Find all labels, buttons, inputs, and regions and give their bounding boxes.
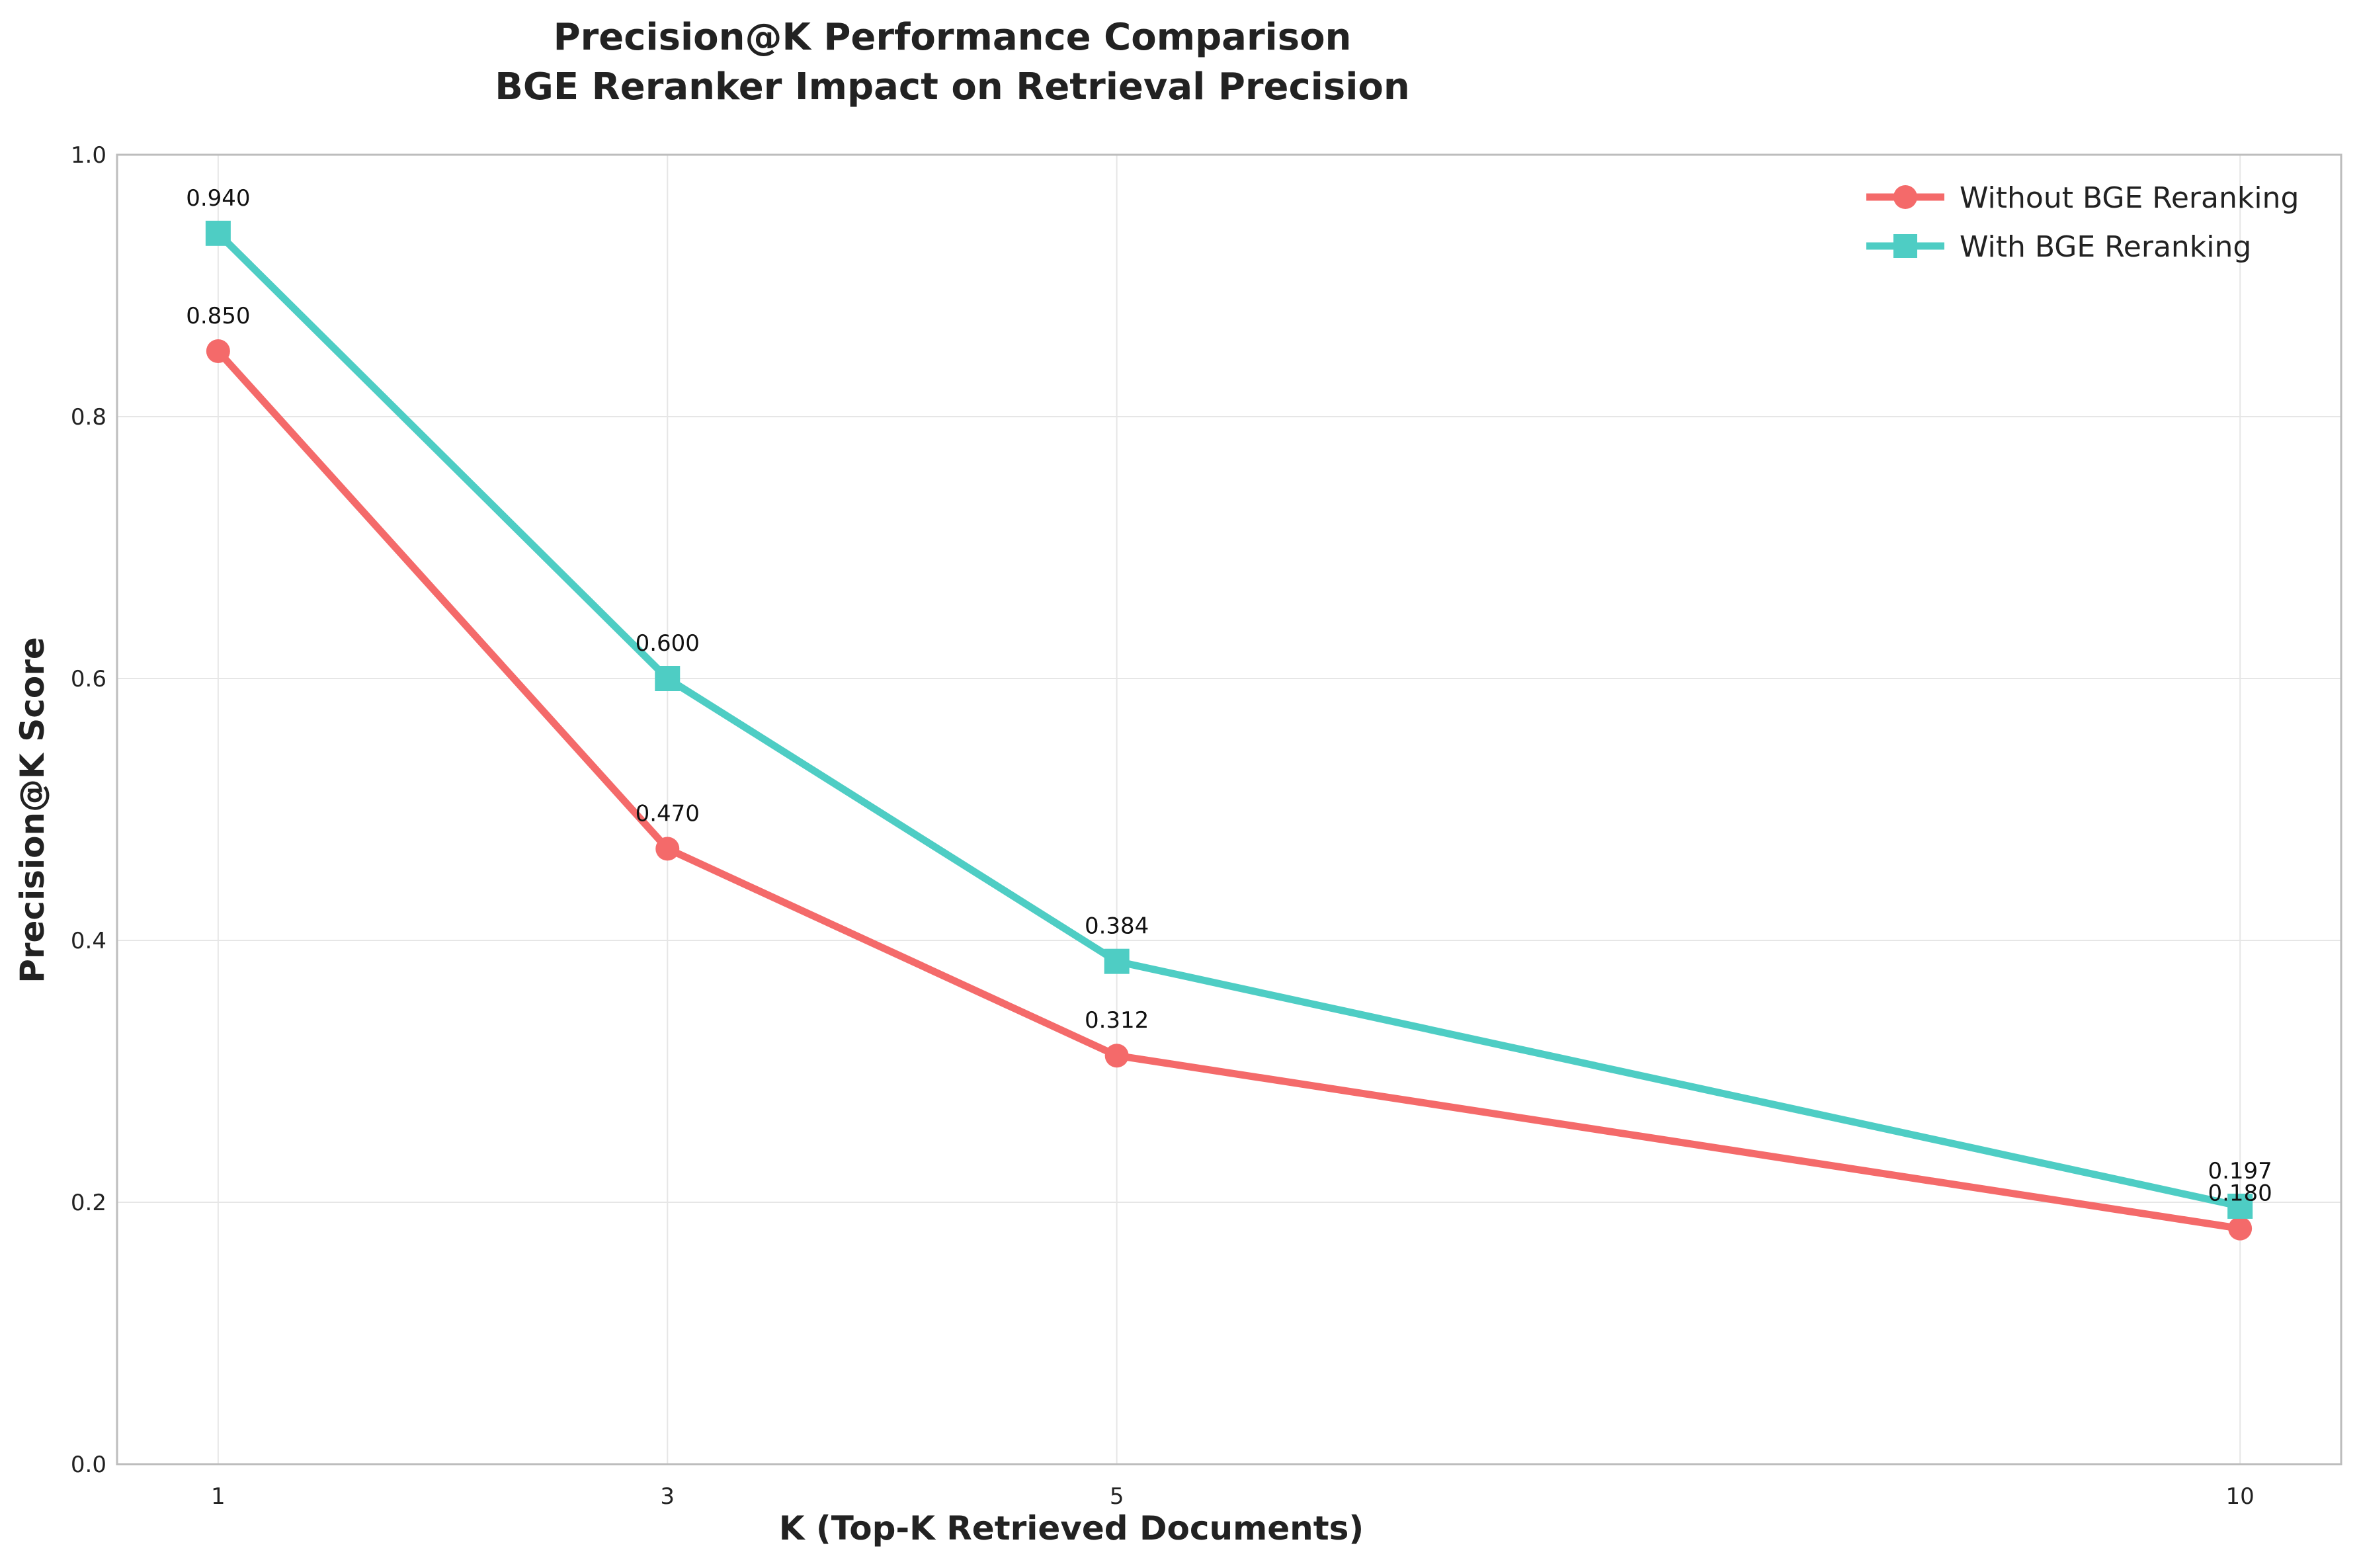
data-label: 0.940: [186, 185, 250, 212]
legend-marker-circle-icon: [1893, 185, 1917, 209]
data-point: [206, 339, 230, 363]
data-point: [1104, 1044, 1129, 1068]
x-tick-label: 1: [211, 1483, 226, 1510]
data-label: 0.197: [2208, 1158, 2272, 1184]
chart-title: Precision@K Performance Comparison: [554, 16, 1352, 59]
data-label: 0.384: [1085, 913, 1149, 940]
y-tick-label: 0.0: [71, 1452, 106, 1478]
legend-marker-square-icon: [1893, 234, 1917, 258]
data-point: [1104, 948, 1130, 974]
legend: Without BGE Reranking With BGE Reranking: [1866, 181, 2299, 264]
legend-label-without-reranking: Without BGE Reranking: [1960, 181, 2299, 215]
series-with-reranking: [205, 220, 2253, 1219]
data-label: 0.470: [636, 800, 700, 827]
y-tick-label: 0.4: [71, 928, 106, 954]
y-tick-label: 1.0: [71, 142, 106, 169]
y-tick-label: 0.2: [71, 1190, 106, 1216]
data-label: 0.850: [186, 303, 250, 329]
series-line: [214, 347, 2244, 1233]
data-label: 0.180: [2208, 1180, 2272, 1207]
data-point: [655, 666, 681, 691]
plot-area-frame: [116, 153, 2342, 1465]
y-axis-label: Precision@K Score: [13, 637, 52, 983]
x-tick-label: 3: [660, 1483, 675, 1510]
series-without-reranking: [206, 339, 2253, 1241]
x-tick-label: 5: [1110, 1483, 1124, 1510]
data-label: 0.600: [636, 630, 700, 657]
series-line: [214, 229, 2244, 1210]
data-point: [205, 220, 231, 246]
data-label: 0.312: [1085, 1007, 1149, 1034]
x-tick-label: 10: [2226, 1483, 2255, 1510]
y-axis-ticks: 0.0 0.2 0.4 0.6 0.8 1.0: [71, 142, 106, 1478]
data-point: [2227, 1193, 2253, 1219]
data-point: [2228, 1216, 2253, 1241]
x-axis-ticks: 1 3 5 10: [211, 1483, 2255, 1510]
data-labels: 0.850 0.470 0.312 0.180 0.940 0.600 0.384 0.197: [186, 185, 2272, 1207]
legend-item-with-reranking: With BGE Reranking: [1866, 230, 2251, 264]
legend-label-with-reranking: With BGE Reranking: [1960, 230, 2251, 264]
y-tick-label: 0.6: [71, 666, 106, 692]
x-axis-label: K (Top-K Retrieved Documents): [779, 1509, 1364, 1547]
legend-item-without-reranking: Without BGE Reranking: [1866, 181, 2299, 215]
y-tick-label: 0.8: [71, 404, 106, 431]
series-layer: [205, 220, 2253, 1241]
chart-subtitle: BGE Reranker Impact on Retrieval Precisi…: [495, 65, 1410, 108]
data-point: [655, 837, 680, 861]
